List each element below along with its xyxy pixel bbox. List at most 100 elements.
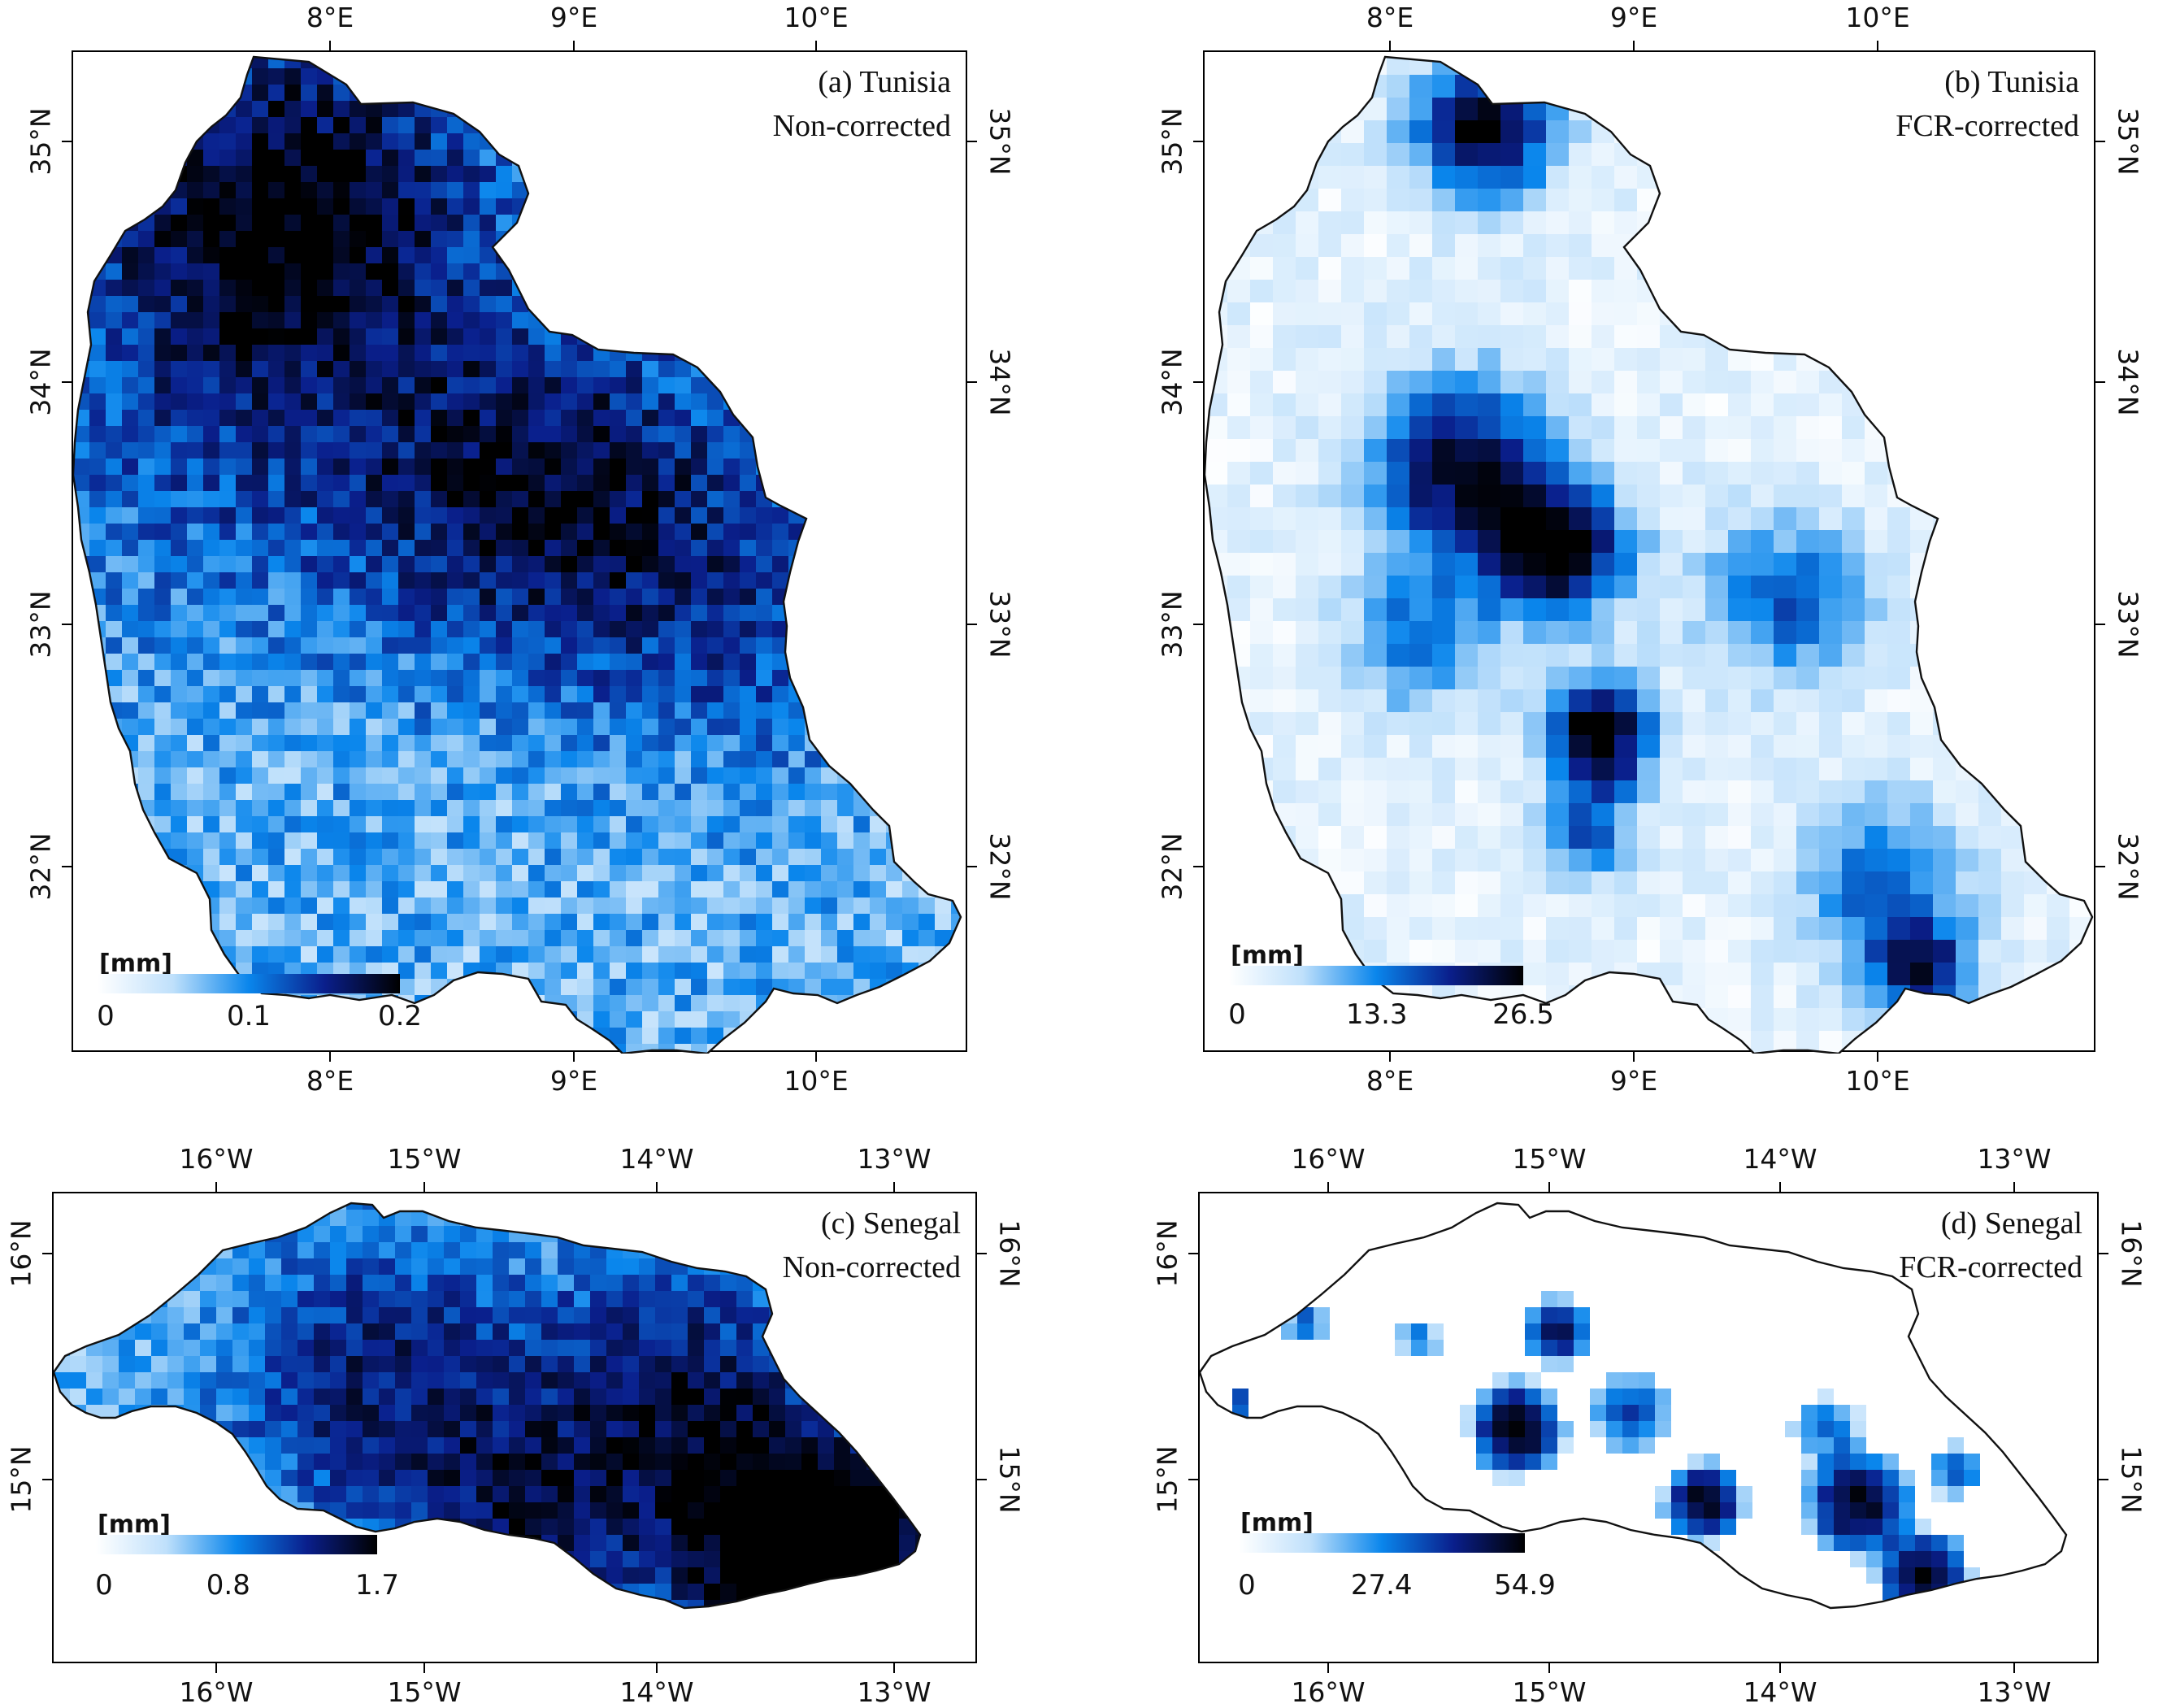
- lon-tickmark: [1548, 1663, 1550, 1673]
- lon-tickmark: [815, 1052, 817, 1062]
- lon-tickmark: [1633, 1052, 1635, 1062]
- lon-tick-top: 10°E: [1845, 2, 1909, 33]
- colorbar: [98, 974, 400, 993]
- lon-tickmark: [573, 1052, 575, 1062]
- lon-tickmark: [2013, 1663, 2015, 1673]
- lon-tickmark: [1548, 1182, 1550, 1192]
- lat-tickmark: [2095, 866, 2105, 867]
- panel-title-method: FCR-corrected: [1896, 104, 2079, 148]
- panel-title-method: Non-corrected: [773, 104, 951, 148]
- lat-tick-right: 15°N: [2116, 1445, 2147, 1513]
- lon-tickmark: [893, 1663, 895, 1673]
- lat-tick-left: 34°N: [1157, 348, 1188, 415]
- lon-tick-top: 10°E: [784, 2, 848, 33]
- colorbar-label: 54.9: [1494, 1569, 1556, 1602]
- lon-tick-bottom: 16°W: [1291, 1676, 1365, 1708]
- lat-tickmark: [1193, 141, 1203, 142]
- lon-tick-top: 13°W: [1977, 1143, 2051, 1175]
- lat-tick-right: 16°N: [2116, 1219, 2147, 1287]
- lon-tick-bottom: 15°W: [387, 1676, 461, 1708]
- lon-tickmark: [1779, 1182, 1781, 1192]
- lat-tick-left: 33°N: [1157, 590, 1188, 658]
- lat-tickmark: [1188, 1479, 1198, 1480]
- lon-tick-bottom: 15°W: [1512, 1676, 1586, 1708]
- lat-tickmark: [2099, 1253, 2108, 1254]
- lon-tick-top: 15°W: [1512, 1143, 1586, 1175]
- lat-tickmark: [1193, 381, 1203, 383]
- lon-tick-bottom: 14°W: [619, 1676, 693, 1708]
- lon-tick-bottom: 10°E: [1845, 1065, 1909, 1097]
- lon-tick-top: 16°W: [179, 1143, 253, 1175]
- lat-tickmark: [967, 141, 977, 142]
- lon-tick-bottom: 16°W: [179, 1676, 253, 1708]
- lat-tickmark: [62, 141, 72, 142]
- panel-title-method: Non-corrected: [783, 1245, 961, 1289]
- lat-tick-left: 33°N: [25, 590, 57, 658]
- lat-tick-left: 34°N: [25, 348, 57, 415]
- lat-tick-right: 35°N: [2113, 107, 2144, 175]
- lon-tickmark: [1389, 41, 1391, 50]
- lon-tick-top: 8°E: [1366, 2, 1414, 33]
- lat-tick-right: 34°N: [984, 348, 1016, 415]
- lon-tick-bottom: 8°E: [1366, 1065, 1414, 1097]
- colorbar: [96, 1535, 377, 1554]
- lon-tickmark: [215, 1182, 217, 1192]
- lon-tick-bottom: 9°E: [1610, 1065, 1657, 1097]
- panel-title-region: (b) Tunisia: [1896, 60, 2079, 104]
- lon-tickmark: [656, 1663, 658, 1673]
- lon-tickmark: [1389, 1052, 1391, 1062]
- lon-tickmark: [656, 1182, 658, 1192]
- colorbar: [1239, 1533, 1525, 1553]
- lat-tickmark: [62, 381, 72, 383]
- colorbar-label: 0: [95, 1569, 113, 1602]
- lat-tick-right: 33°N: [984, 590, 1016, 658]
- colorbar-label: 0: [97, 1000, 115, 1032]
- lat-tick-left: 15°N: [1152, 1445, 1183, 1513]
- lon-tickmark: [1327, 1663, 1329, 1673]
- colorbar-label: 27.4: [1351, 1569, 1413, 1602]
- lon-tickmark: [1877, 41, 1878, 50]
- precip-map: [1205, 52, 2097, 1054]
- lat-tickmark: [967, 381, 977, 383]
- lon-tickmark: [215, 1663, 217, 1673]
- lat-tick-left: 15°N: [6, 1445, 37, 1513]
- lat-tick-left: 35°N: [25, 107, 57, 175]
- lon-tickmark: [1779, 1663, 1781, 1673]
- lat-tickmark: [62, 866, 72, 867]
- lon-tickmark: [423, 1182, 425, 1192]
- lon-tickmark: [1633, 41, 1635, 50]
- lat-tickmark: [967, 624, 977, 625]
- lat-tick-right: 32°N: [2113, 832, 2144, 900]
- lat-tickmark: [967, 866, 977, 867]
- panel-title-region: (a) Tunisia: [773, 60, 951, 104]
- lon-tickmark: [423, 1663, 425, 1673]
- lon-tick-bottom: 8°E: [306, 1065, 354, 1097]
- precip-field: [73, 52, 969, 1054]
- lon-tick-top: 8°E: [306, 2, 354, 33]
- colorbar-label: 0: [1238, 1569, 1256, 1602]
- lat-tick-right: 34°N: [2113, 348, 2144, 415]
- lon-tick-top: 9°E: [550, 2, 597, 33]
- lat-tick-left: 16°N: [1152, 1219, 1183, 1287]
- lon-tickmark: [2013, 1182, 2015, 1192]
- lon-tick-bottom: 9°E: [550, 1065, 597, 1097]
- lat-tick-right: 16°N: [994, 1219, 1026, 1287]
- lon-tick-bottom: 14°W: [1743, 1676, 1817, 1708]
- lon-tick-top: 14°W: [1743, 1143, 1817, 1175]
- precip-field: [1205, 52, 2097, 1054]
- panel-title-region: (d) Senegal: [1899, 1202, 2082, 1245]
- colorbar-label: 0: [1228, 998, 1246, 1031]
- colorbar-label: 1.7: [355, 1569, 399, 1602]
- lat-tickmark: [42, 1253, 52, 1254]
- lat-tick-right: 32°N: [984, 832, 1016, 900]
- colorbar: [1229, 966, 1523, 985]
- lat-tick-right: 15°N: [994, 1445, 1026, 1513]
